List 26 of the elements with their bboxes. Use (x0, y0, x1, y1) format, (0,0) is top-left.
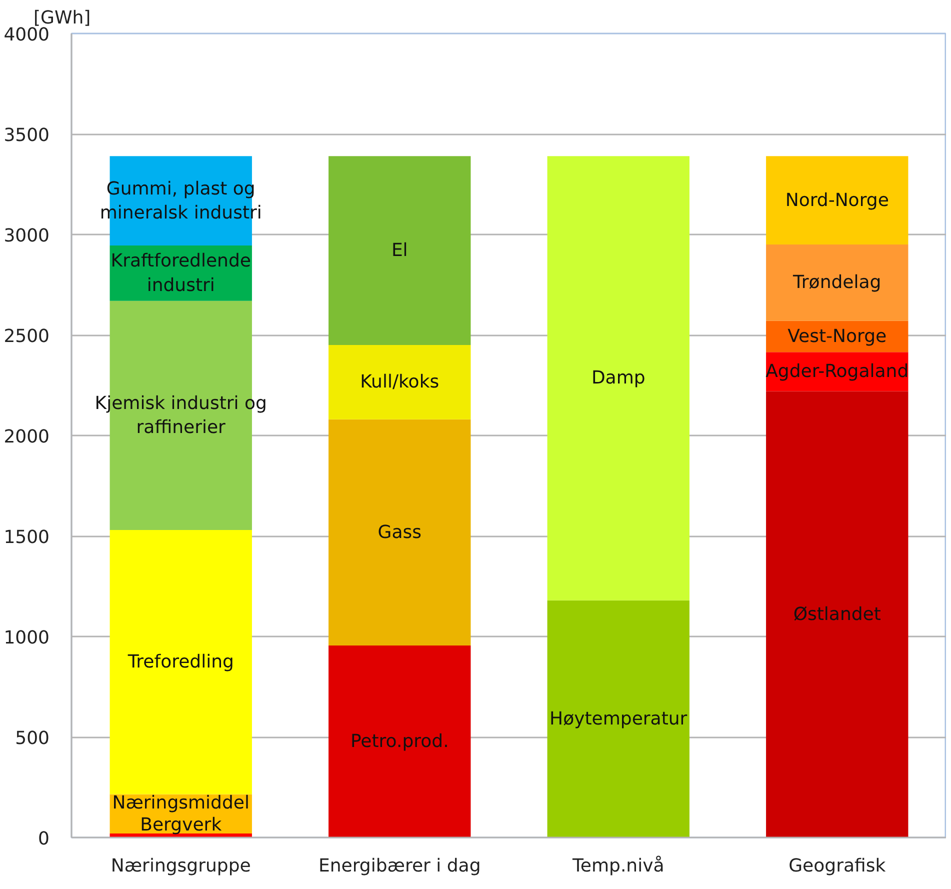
series-label: Kraftforedlende industri (110, 250, 251, 296)
series-label: Damp (591, 368, 646, 389)
series-label: Vest-Norge (788, 326, 887, 348)
series-label: Bergverk (140, 814, 222, 836)
x-tick-label: Temp.nivå (571, 856, 664, 876)
series-label: Gass (378, 522, 422, 543)
y-tick-label: 0 (38, 828, 50, 850)
series-label: Næringsmiddel (112, 792, 250, 814)
y-tick-label: 3000 (4, 226, 50, 246)
x-tick-label: Næringsgruppe (110, 856, 251, 876)
y-tick-label: 1500 (4, 527, 50, 548)
y-tick-label: 1000 (4, 628, 50, 648)
series-label: Treforedling (126, 652, 234, 673)
series-label: Trøndelag (792, 272, 882, 294)
x-tick-label: Energibærer i dag (318, 856, 481, 876)
x-tick-label: Geografisk (788, 856, 886, 876)
series-label: Østlandet (793, 604, 881, 625)
y-tick-label: 2500 (4, 326, 50, 347)
series-label: Kull/koks (360, 372, 440, 393)
y-tick-label: 500 (15, 728, 50, 749)
series-label: El (391, 240, 408, 262)
y-tick-label: 3500 (4, 125, 50, 146)
series-label: Petro.prod. (350, 731, 449, 752)
y-tick-label: 2000 (4, 426, 50, 448)
series-label: Nord-Norge (785, 190, 889, 211)
series-label: Høytemperatur (550, 708, 688, 730)
